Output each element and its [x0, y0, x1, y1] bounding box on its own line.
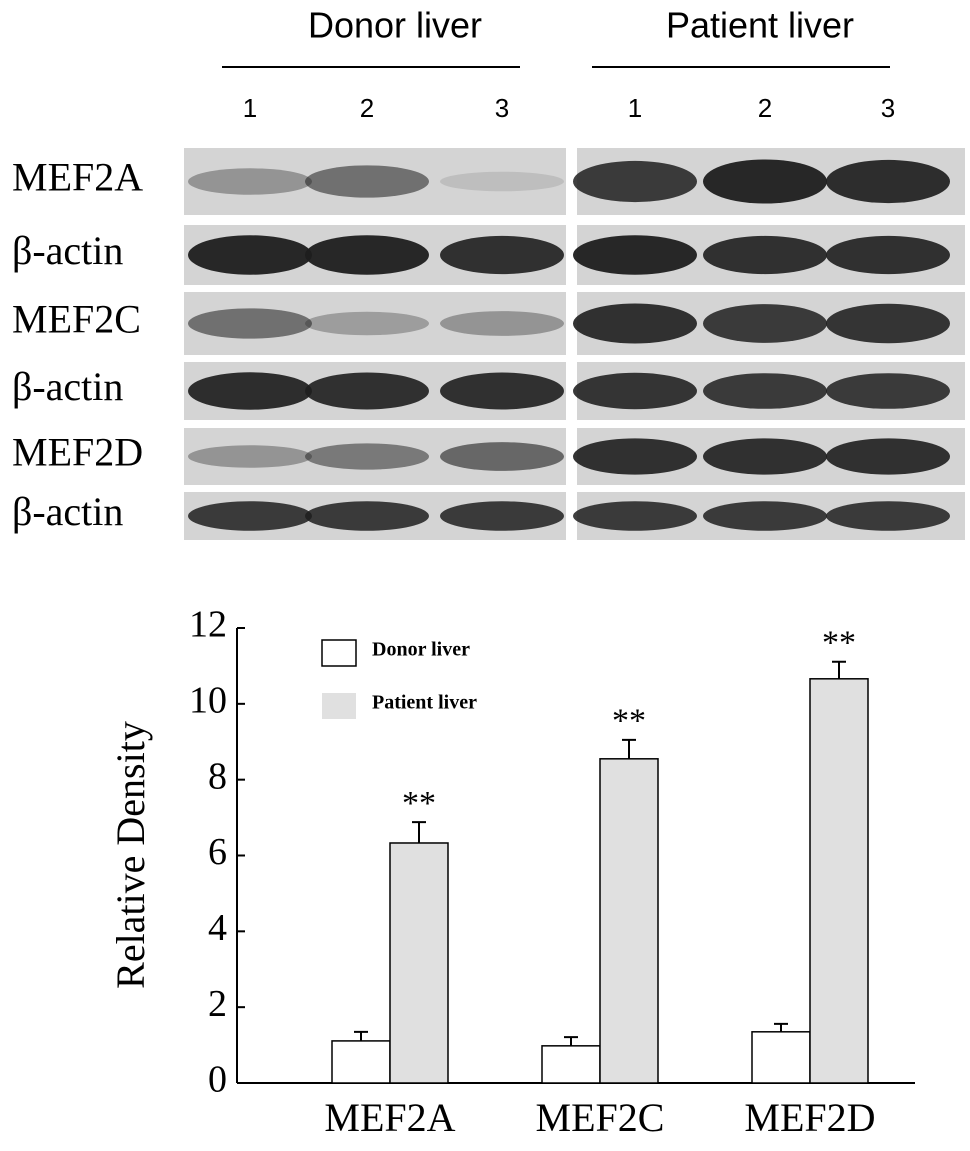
y-tick-label: 4	[208, 907, 227, 949]
lane-number: 1	[628, 93, 642, 123]
lane-number: 2	[758, 93, 772, 123]
blot-band	[440, 171, 564, 192]
blot-band	[573, 438, 697, 475]
legend-swatch	[321, 639, 357, 667]
blot-band	[703, 501, 827, 531]
y-axis-label: Relative Density	[108, 721, 153, 989]
x-tick-label: MEF2C	[536, 1095, 665, 1140]
blot-band	[573, 235, 697, 275]
blot-band	[440, 442, 564, 471]
significance-label: **	[402, 785, 436, 822]
blot-band	[703, 304, 827, 343]
y-tick-label: 10	[189, 680, 227, 722]
blot-band	[826, 438, 950, 475]
x-tick-label: MEF2A	[324, 1095, 455, 1140]
blot-band	[188, 501, 312, 531]
blot-band	[188, 372, 312, 410]
blot-band	[305, 443, 429, 470]
blot-band	[573, 501, 697, 531]
bar	[541, 1045, 601, 1084]
blot-band	[305, 235, 429, 275]
blot-band	[826, 235, 950, 275]
legend-label: Donor liver	[372, 639, 470, 661]
blot-band	[188, 168, 312, 195]
blot-band	[573, 160, 697, 203]
lane-number: 1	[243, 93, 257, 123]
blot-band	[188, 308, 312, 339]
significance-label: **	[822, 625, 856, 662]
row-label: β-actin	[12, 489, 123, 534]
blot-band	[188, 445, 312, 468]
y-tick-label: 0	[208, 1059, 227, 1101]
bar	[599, 758, 659, 1084]
blot-band	[305, 372, 429, 410]
y-tick-label: 12	[189, 604, 227, 646]
blot-band	[440, 372, 564, 410]
blot-band	[703, 235, 827, 275]
blot-band	[188, 235, 312, 275]
group-label: Patient liver	[666, 5, 854, 46]
blot-band	[703, 438, 827, 475]
group-label: Donor liver	[308, 5, 482, 46]
significance-label: **	[612, 703, 646, 740]
blot-band	[305, 165, 429, 198]
row-label: β-actin	[12, 228, 123, 273]
bar	[809, 678, 869, 1084]
blot-band	[305, 311, 429, 336]
bar	[389, 842, 449, 1084]
blot-band	[703, 159, 827, 204]
lane-number: 3	[881, 93, 895, 123]
error-bar	[622, 738, 636, 759]
lane-number: 3	[495, 93, 509, 123]
x-tick-label: MEF2D	[744, 1095, 875, 1140]
row-label: MEF2C	[12, 297, 141, 342]
legend-swatch	[322, 693, 356, 719]
blot-band	[826, 501, 950, 531]
error-bar	[412, 821, 426, 843]
y-tick-label: 8	[208, 755, 227, 797]
row-label: MEF2A	[12, 155, 143, 200]
bar	[331, 1040, 391, 1084]
blot-band	[440, 501, 564, 531]
blot-band	[826, 159, 950, 204]
blot-band	[440, 235, 564, 275]
error-bar	[832, 660, 846, 679]
legend-label: Patient liver	[372, 692, 477, 714]
blot-band	[826, 303, 950, 344]
bar	[751, 1031, 811, 1084]
row-label: β-actin	[12, 364, 123, 409]
blot-band	[573, 372, 697, 410]
error-bar	[774, 1022, 788, 1032]
blot-band	[305, 501, 429, 531]
row-label: MEF2D	[12, 430, 143, 475]
y-tick-label: 2	[208, 983, 227, 1025]
blot-band	[573, 303, 697, 344]
y-tick-label: 6	[208, 831, 227, 873]
blot-band	[440, 311, 564, 336]
error-bar	[564, 1036, 578, 1046]
lane-number: 2	[360, 93, 374, 123]
blot-band	[826, 373, 950, 409]
blot-band	[703, 373, 827, 409]
error-bar	[354, 1030, 368, 1041]
